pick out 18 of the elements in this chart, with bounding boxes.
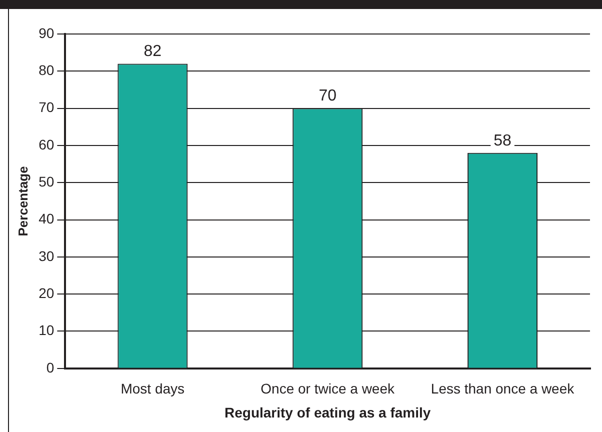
y-tick-label: 20 xyxy=(38,284,54,301)
y-tick-label: 90 xyxy=(38,24,54,41)
y-tick-label: 40 xyxy=(38,210,54,227)
data-label: 58 xyxy=(494,132,512,150)
y-tick-label: 60 xyxy=(38,136,54,152)
y-tick-label: 50 xyxy=(38,173,54,190)
y-axis-title: Percentage xyxy=(15,166,30,236)
y-tick-label: 70 xyxy=(38,99,54,116)
x-tick-label: Most days xyxy=(120,380,185,397)
y-tick-label: 0 xyxy=(46,359,54,376)
y-tick-label: 80 xyxy=(38,62,54,78)
x-tick-label: Less than once a week xyxy=(430,380,576,397)
y-tick-label: 30 xyxy=(38,248,54,264)
data-label: 82 xyxy=(144,43,162,60)
x-axis-title: Regularity of eating as a family xyxy=(224,404,431,420)
data-label: 70 xyxy=(318,88,337,105)
x-tick-label: Once or twice a week xyxy=(260,380,396,397)
y-tick-label: 10 xyxy=(38,322,54,338)
